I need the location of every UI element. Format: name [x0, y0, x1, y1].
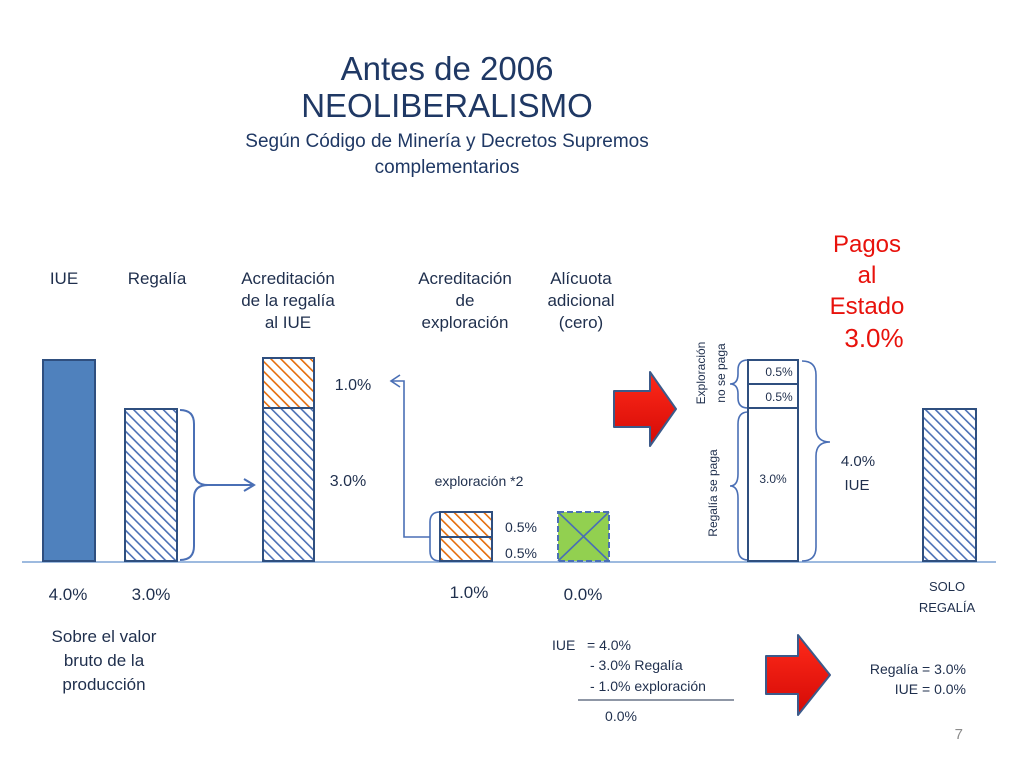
note-line3: producción: [62, 675, 145, 694]
stack-label-top-1: Exploración: [694, 342, 708, 405]
calc-line2: - 3.0% Regalía: [590, 657, 683, 673]
cross-alicuota-2: [557, 511, 610, 562]
stack-value-middle: 0.5%: [765, 390, 793, 404]
bar-solo-regalia: [922, 408, 977, 562]
header-acreditacion-regalia-3: al IUE: [265, 313, 311, 332]
stack-segment-bottom: [747, 407, 799, 562]
header-iue: IUE: [50, 269, 78, 288]
header-alicuota-1: Alícuota: [550, 269, 612, 288]
note-line1: Sobre el valor: [52, 627, 157, 646]
label-exploracion-bottom: 0.5%: [505, 545, 537, 561]
connector-exploracion-credit: [392, 380, 430, 538]
label-exploracion-top: 0.5%: [505, 519, 537, 535]
bar-acreditacion-top: [262, 357, 315, 409]
calc-line3: - 1.0% exploración: [590, 678, 706, 694]
header-acreditacion-exploracion-1: Acreditación: [418, 269, 512, 288]
header-acreditacion-regalia-2: de la regalía: [241, 291, 335, 310]
pagos-line2: al: [858, 262, 877, 289]
stack-label-top-2: no se paga: [714, 343, 728, 403]
calc-result: 0.0%: [605, 708, 637, 724]
bracket-stack-bottom: [729, 411, 749, 561]
solo-line1: SOLO: [929, 579, 965, 594]
stack-total-label: IUE: [844, 477, 869, 494]
calc-line1: IUE = 4.0%: [552, 637, 631, 653]
final-line2: IUE = 0.0%: [895, 681, 966, 697]
pagos-line3: Estado: [830, 293, 905, 320]
title-line2: NEOLIBERALISMO: [301, 87, 593, 124]
bar-regalia: [124, 408, 178, 562]
bar-exploracion-top: [439, 511, 493, 538]
header-regalia: Regalía: [128, 269, 187, 288]
header-acreditacion-exploracion-2: de: [456, 291, 475, 310]
label-acreditacion-top: 1.0%: [335, 377, 371, 394]
title-line1: Antes de 2006: [341, 50, 554, 87]
red-arrow-bottom-icon: [765, 634, 831, 716]
subtitle-line1: Según Código de Minería y Decretos Supre…: [245, 131, 648, 152]
header-acreditacion-regalia-1: Acreditación: [241, 269, 335, 288]
stack-label-bottom: Regalía se paga: [706, 449, 720, 537]
label-acreditacion-bottom: 3.0%: [330, 473, 366, 490]
arrow-head-exploracion-credit: [389, 374, 401, 388]
arrow-head-regalia: [243, 478, 256, 492]
pagos-value: 3.0%: [844, 323, 903, 353]
label-exploracion: exploración *2: [435, 473, 524, 489]
bracket-stack-total: [801, 360, 831, 562]
bar-acreditacion-bottom: [262, 407, 315, 562]
bracket-regalia: [179, 409, 209, 561]
bar-exploracion-bottom: [439, 536, 493, 562]
pagos-line1: Pagos: [833, 231, 901, 258]
value-iue: 4.0%: [49, 585, 88, 604]
header-alicuota-3: (cero): [559, 313, 603, 332]
value-regalia: 3.0%: [132, 585, 171, 604]
stack-total-value: 4.0%: [841, 453, 875, 470]
header-acreditacion-exploracion-3: exploración: [422, 313, 509, 332]
value-alicuota: 0.0%: [564, 585, 603, 604]
value-exploracion: 1.0%: [450, 583, 489, 602]
bracket-exploracion: [429, 511, 441, 562]
solo-line2: REGALÍA: [919, 600, 976, 615]
stack-value-bottom: 3.0%: [759, 472, 787, 486]
stack-value-top: 0.5%: [765, 365, 793, 379]
note-line2: bruto de la: [64, 651, 145, 670]
header-alicuota-2: adicional: [547, 291, 614, 310]
bracket-stack-top: [729, 359, 749, 409]
final-line1: Regalía = 3.0%: [870, 661, 966, 677]
page-number: 7: [955, 726, 963, 743]
red-arrow-middle-icon: [613, 371, 677, 447]
bar-iue: [42, 359, 96, 562]
subtitle-line2: complementarios: [375, 157, 520, 178]
